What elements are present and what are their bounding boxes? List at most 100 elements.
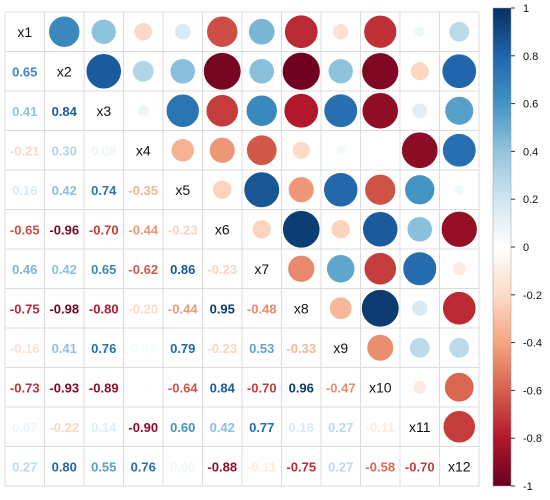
coef-x9-x8: -0.33	[286, 341, 316, 356]
variable-label-x6: x6	[215, 221, 230, 237]
corr-circle-x2-x5	[170, 58, 196, 84]
corr-circle-x1-x12	[449, 21, 470, 42]
corr-circle-x4-x8	[292, 141, 310, 159]
corr-circle-x7-x11	[403, 252, 437, 286]
coef-x12-x7: -0.11	[247, 459, 276, 474]
corr-circle-x3-x7	[246, 95, 277, 126]
coef-x12-x11: -0.70	[405, 459, 435, 474]
corr-circle-x6-x9	[331, 220, 350, 239]
coef-x5-x2: 0.42	[52, 183, 77, 198]
coef-x4-x3: 0.08	[91, 143, 116, 158]
coef-x9-x3: 0.76	[91, 341, 116, 356]
variable-label-x5: x5	[175, 182, 190, 198]
corr-circle-x4-x6	[209, 137, 235, 163]
corr-circle-x3-x12	[445, 96, 474, 125]
coef-x12-x4: 0.76	[131, 459, 156, 474]
corr-circle-x1-x3	[91, 19, 116, 44]
coef-x12-x8: -0.75	[286, 459, 316, 474]
coef-x7-x2: 0.42	[52, 262, 77, 277]
corr-circle-x5-x6	[213, 180, 232, 199]
matrix-grid	[4, 11, 480, 487]
coef-x6-x3: -0.70	[89, 222, 119, 237]
corr-circle-x3-x11	[412, 103, 427, 118]
corr-circle-x7-x9	[326, 254, 355, 283]
corr-circle-x4-x11	[401, 132, 438, 169]
coef-x9-x4: 0.05	[131, 341, 156, 356]
coef-x8-x6: 0.95	[210, 301, 235, 316]
coef-x12-x6: -0.88	[207, 459, 237, 474]
corr-circle-x3-x4	[137, 105, 149, 117]
coef-x10-x1: -0.73	[10, 380, 40, 395]
coef-x12-x2: 0.80	[52, 459, 77, 474]
corr-circle-x2-x11	[410, 62, 429, 81]
corr-circle-x8-x11	[412, 300, 428, 316]
corr-circle-x4-x5	[171, 139, 194, 162]
coef-x7-x5: 0.86	[170, 262, 195, 277]
variable-label-x11: x11	[409, 419, 431, 435]
corr-circle-x2-x6	[203, 52, 241, 90]
corr-circle-x1-x2	[49, 16, 80, 47]
corr-circle-x9-x10	[367, 334, 394, 361]
colorbar-tick-label: -1	[523, 481, 533, 493]
corr-circle-x2-x8	[282, 52, 320, 90]
coef-x8-x1: -0.75	[10, 301, 40, 316]
coef-x10-x6: 0.84	[210, 380, 236, 395]
coef-x8-x7: -0.48	[247, 301, 277, 316]
colorbar-tick-label: -0.6	[523, 385, 542, 397]
coef-x6-x4: -0.44	[128, 222, 158, 237]
variable-label-x3: x3	[96, 103, 111, 119]
coef-x12-x10: -0.58	[365, 459, 395, 474]
corr-circle-x6-x7	[252, 220, 271, 239]
corr-circle-x5-x8	[288, 177, 314, 203]
corr-circle-x7-x10	[364, 252, 397, 285]
coef-x3-x1: 0.41	[12, 104, 37, 119]
corr-circle-x7-x8	[288, 255, 315, 282]
coef-x11-x5: 0.60	[170, 420, 195, 435]
corr-circle-x8-x9	[329, 297, 352, 320]
coef-x5-x4: -0.35	[128, 183, 158, 198]
colorbar-tick-label: 0.4	[523, 146, 538, 158]
coef-x8-x4: -0.20	[128, 301, 158, 316]
corr-circle-x2-x7	[249, 58, 275, 84]
corr-circle-x2-x10	[362, 53, 399, 90]
colorbar-tick-label: -0.8	[523, 433, 542, 445]
corr-circle-x4-x9	[336, 145, 346, 155]
variable-label-x9: x9	[333, 340, 348, 356]
colorbar-tick-label: 0.8	[523, 51, 538, 63]
corr-circle-x1-x10	[364, 15, 397, 48]
colorbar-tick-label: -0.2	[523, 290, 542, 302]
coef-x10-x7: -0.70	[247, 380, 277, 395]
coef-x7-x6: -0.23	[207, 262, 237, 277]
coef-x11-x2: -0.22	[49, 420, 79, 435]
coef-x6-x2: -0.96	[49, 222, 79, 237]
corr-circle-x5-x7	[244, 172, 280, 208]
coef-x8-x2: -0.98	[49, 301, 79, 316]
corr-circle-x1-x6	[207, 16, 238, 47]
corr-circle-x7-x12	[452, 262, 466, 276]
coef-x4-x2: 0.30	[52, 143, 77, 158]
corr-circle-x6-x10	[362, 211, 398, 247]
coef-x7-x3: 0.65	[91, 262, 116, 277]
colorbar-tick-label: 0.6	[523, 99, 538, 111]
coef-x9-x1: -0.16	[10, 341, 40, 356]
corr-circle-x6-x12	[441, 211, 477, 247]
corr-circle-x10-x11	[413, 380, 427, 394]
coef-x7-x1: 0.46	[12, 262, 37, 277]
colorbar-tick-label: -0.4	[523, 338, 542, 350]
coef-x10-x5: -0.64	[168, 380, 198, 395]
corr-circle-x1-x8	[284, 15, 318, 49]
coef-x5-x1: 0.16	[12, 183, 37, 198]
corr-circle-x4-x10	[378, 148, 383, 153]
coef-x10-x8: 0.96	[289, 380, 314, 395]
corr-circle-x3-x5	[166, 94, 199, 127]
coef-x12-x3: 0.55	[91, 459, 116, 474]
variable-label-x10: x10	[369, 379, 392, 395]
coef-x4-x1: -0.21	[10, 143, 40, 158]
corr-circle-x1-x5	[175, 24, 191, 40]
coef-x12-x5: 0.06	[170, 459, 195, 474]
corr-circle-x11-x12	[443, 410, 476, 443]
corr-circle-x2-x4	[132, 60, 154, 82]
coef-x12-x1: 0.27	[12, 459, 37, 474]
coef-x8-x5: -0.44	[168, 301, 198, 316]
